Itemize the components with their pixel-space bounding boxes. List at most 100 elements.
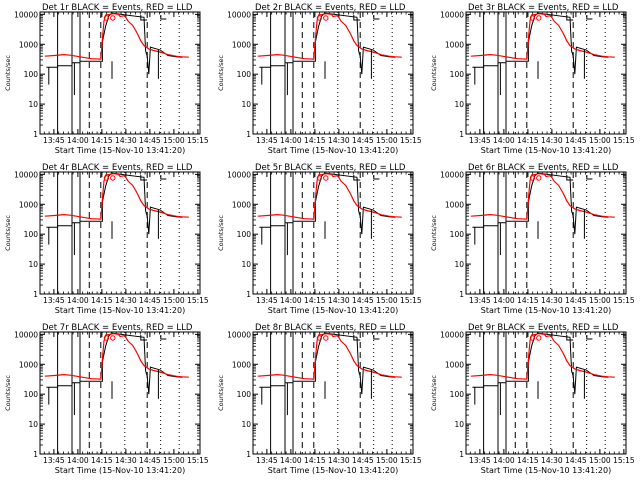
y-tick-label: 10000 <box>440 10 464 19</box>
x-tick-label: 14:30 <box>328 456 350 465</box>
plot-frame <box>39 11 201 135</box>
x-axis-label: Start Time (15-Nov-10 13:41:20) <box>55 146 185 155</box>
y-tick-label: 10000 <box>227 170 251 179</box>
lld-peak-bump <box>323 335 329 341</box>
x-tick-label: 14:00 <box>280 136 302 145</box>
x-tick-label: 15:00 <box>376 456 398 465</box>
x-tick-label: 14:15 <box>91 296 113 305</box>
saturation-step <box>160 15 167 20</box>
lld-peak-bump <box>110 335 116 341</box>
y-tick-label: 10 <box>454 420 464 429</box>
x-tick-label: 15:15 <box>187 456 209 465</box>
x-tick-label: 14:45 <box>352 296 374 305</box>
y-tick-label: 1 <box>33 450 38 459</box>
plot-title: Det 6r BLACK = Events, RED = LLD <box>468 163 619 173</box>
lld-series-line <box>257 173 402 220</box>
x-tick-label: 14:00 <box>67 296 89 305</box>
lld-peak-bump <box>316 15 323 21</box>
y-axis-label: Counts/sec <box>430 375 438 411</box>
y-tick-label: 10 <box>28 260 38 269</box>
lld-peak-bump <box>529 15 536 21</box>
x-tick-label: 15:15 <box>613 456 635 465</box>
events-series-line <box>46 12 183 75</box>
plot-title: Det 4r BLACK = Events, RED = LLD <box>42 163 193 173</box>
plot-title: Det 3r BLACK = Events, RED = LLD <box>468 3 619 13</box>
y-tick-label: 100 <box>237 390 252 399</box>
plot-frame <box>465 11 627 135</box>
x-tick-label: 14:30 <box>115 456 137 465</box>
lld-series-line <box>44 333 189 380</box>
saturation-step <box>140 175 148 181</box>
saturation-step <box>353 175 361 181</box>
x-tick-label: 14:30 <box>328 136 350 145</box>
y-tick-label: 1000 <box>232 200 251 209</box>
y-tick-label: 10000 <box>14 170 38 179</box>
x-tick-label: 13:45 <box>256 456 278 465</box>
detector-panel: Det 1r BLACK = Events, RED = LLD 1 10 100 10… <box>4 3 209 155</box>
y-tick-label: 1 <box>246 290 251 299</box>
y-tick-label: 1000 <box>232 360 251 369</box>
x-tick-label: 14:15 <box>91 456 113 465</box>
lld-peak-bump <box>536 15 542 21</box>
plot-frame <box>252 331 414 455</box>
y-tick-label: 1000 <box>19 360 38 369</box>
saturation-step <box>353 335 361 341</box>
lld-series-line <box>44 173 189 220</box>
x-tick-label: 15:00 <box>163 136 185 145</box>
y-tick-label: 10 <box>241 100 251 109</box>
saturation-step <box>373 15 380 20</box>
events-series-line <box>46 332 183 395</box>
x-tick-label: 13:45 <box>469 136 491 145</box>
lld-peak-bump <box>110 175 116 181</box>
plot-title: Det 2r BLACK = Events, RED = LLD <box>255 3 406 13</box>
plot-title: Det 7r BLACK = Events, RED = LLD <box>42 323 193 333</box>
x-tick-label: 15:00 <box>589 296 611 305</box>
x-axis-label: Start Time (15-Nov-10 13:41:20) <box>481 466 611 475</box>
x-tick-label: 14:30 <box>115 136 137 145</box>
y-tick-label: 1000 <box>19 40 38 49</box>
x-tick-label: 15:00 <box>163 456 185 465</box>
y-tick-label: 10000 <box>440 170 464 179</box>
x-tick-label: 14:45 <box>139 456 161 465</box>
x-tick-label: 14:45 <box>352 136 374 145</box>
x-tick-label: 14:30 <box>541 296 563 305</box>
lld-peak-bump <box>536 335 542 341</box>
x-tick-label: 15:15 <box>400 456 422 465</box>
x-tick-label: 14:00 <box>67 456 89 465</box>
detector-panel: Det 9r BLACK = Events, RED = LLD 1 10 100 10… <box>430 323 635 475</box>
x-tick-label: 14:00 <box>493 456 515 465</box>
x-tick-label: 14:15 <box>304 296 326 305</box>
x-tick-label: 14:15 <box>91 136 113 145</box>
x-axis-label: Start Time (15-Nov-10 13:41:20) <box>268 466 398 475</box>
x-tick-label: 15:15 <box>613 296 635 305</box>
y-tick-label: 10 <box>28 100 38 109</box>
x-tick-label: 14:45 <box>565 456 587 465</box>
x-tick-label: 13:45 <box>43 296 65 305</box>
saturation-step <box>140 335 148 341</box>
x-tick-label: 15:15 <box>400 136 422 145</box>
x-axis-label: Start Time (15-Nov-10 13:41:20) <box>268 306 398 315</box>
y-tick-label: 100 <box>24 230 39 239</box>
y-tick-label: 1000 <box>19 200 38 209</box>
x-tick-label: 14:45 <box>352 456 374 465</box>
detector-panel: Det 3r BLACK = Events, RED = LLD 1 10 100 10… <box>430 3 635 155</box>
y-tick-label: 10000 <box>227 330 251 339</box>
x-tick-label: 15:15 <box>400 296 422 305</box>
x-tick-label: 15:15 <box>187 296 209 305</box>
saturation-step <box>160 335 167 340</box>
x-tick-label: 13:45 <box>256 136 278 145</box>
y-axis-label: Counts/sec <box>4 375 12 411</box>
y-tick-label: 100 <box>24 70 39 79</box>
y-tick-label: 10 <box>454 100 464 109</box>
saturation-step <box>353 15 361 21</box>
saturation-step <box>586 15 593 20</box>
events-series-line <box>46 172 183 235</box>
y-tick-label: 1 <box>33 290 38 299</box>
lld-series-line <box>257 13 402 60</box>
plot-title: Det 1r BLACK = Events, RED = LLD <box>42 3 193 13</box>
x-tick-label: 14:15 <box>304 456 326 465</box>
lld-peak-bump <box>536 175 542 181</box>
y-axis-label: Counts/sec <box>4 55 12 91</box>
detector-panel: Det 2r BLACK = Events, RED = LLD 1 10 100 10… <box>217 3 422 155</box>
saturation-step <box>373 175 380 180</box>
